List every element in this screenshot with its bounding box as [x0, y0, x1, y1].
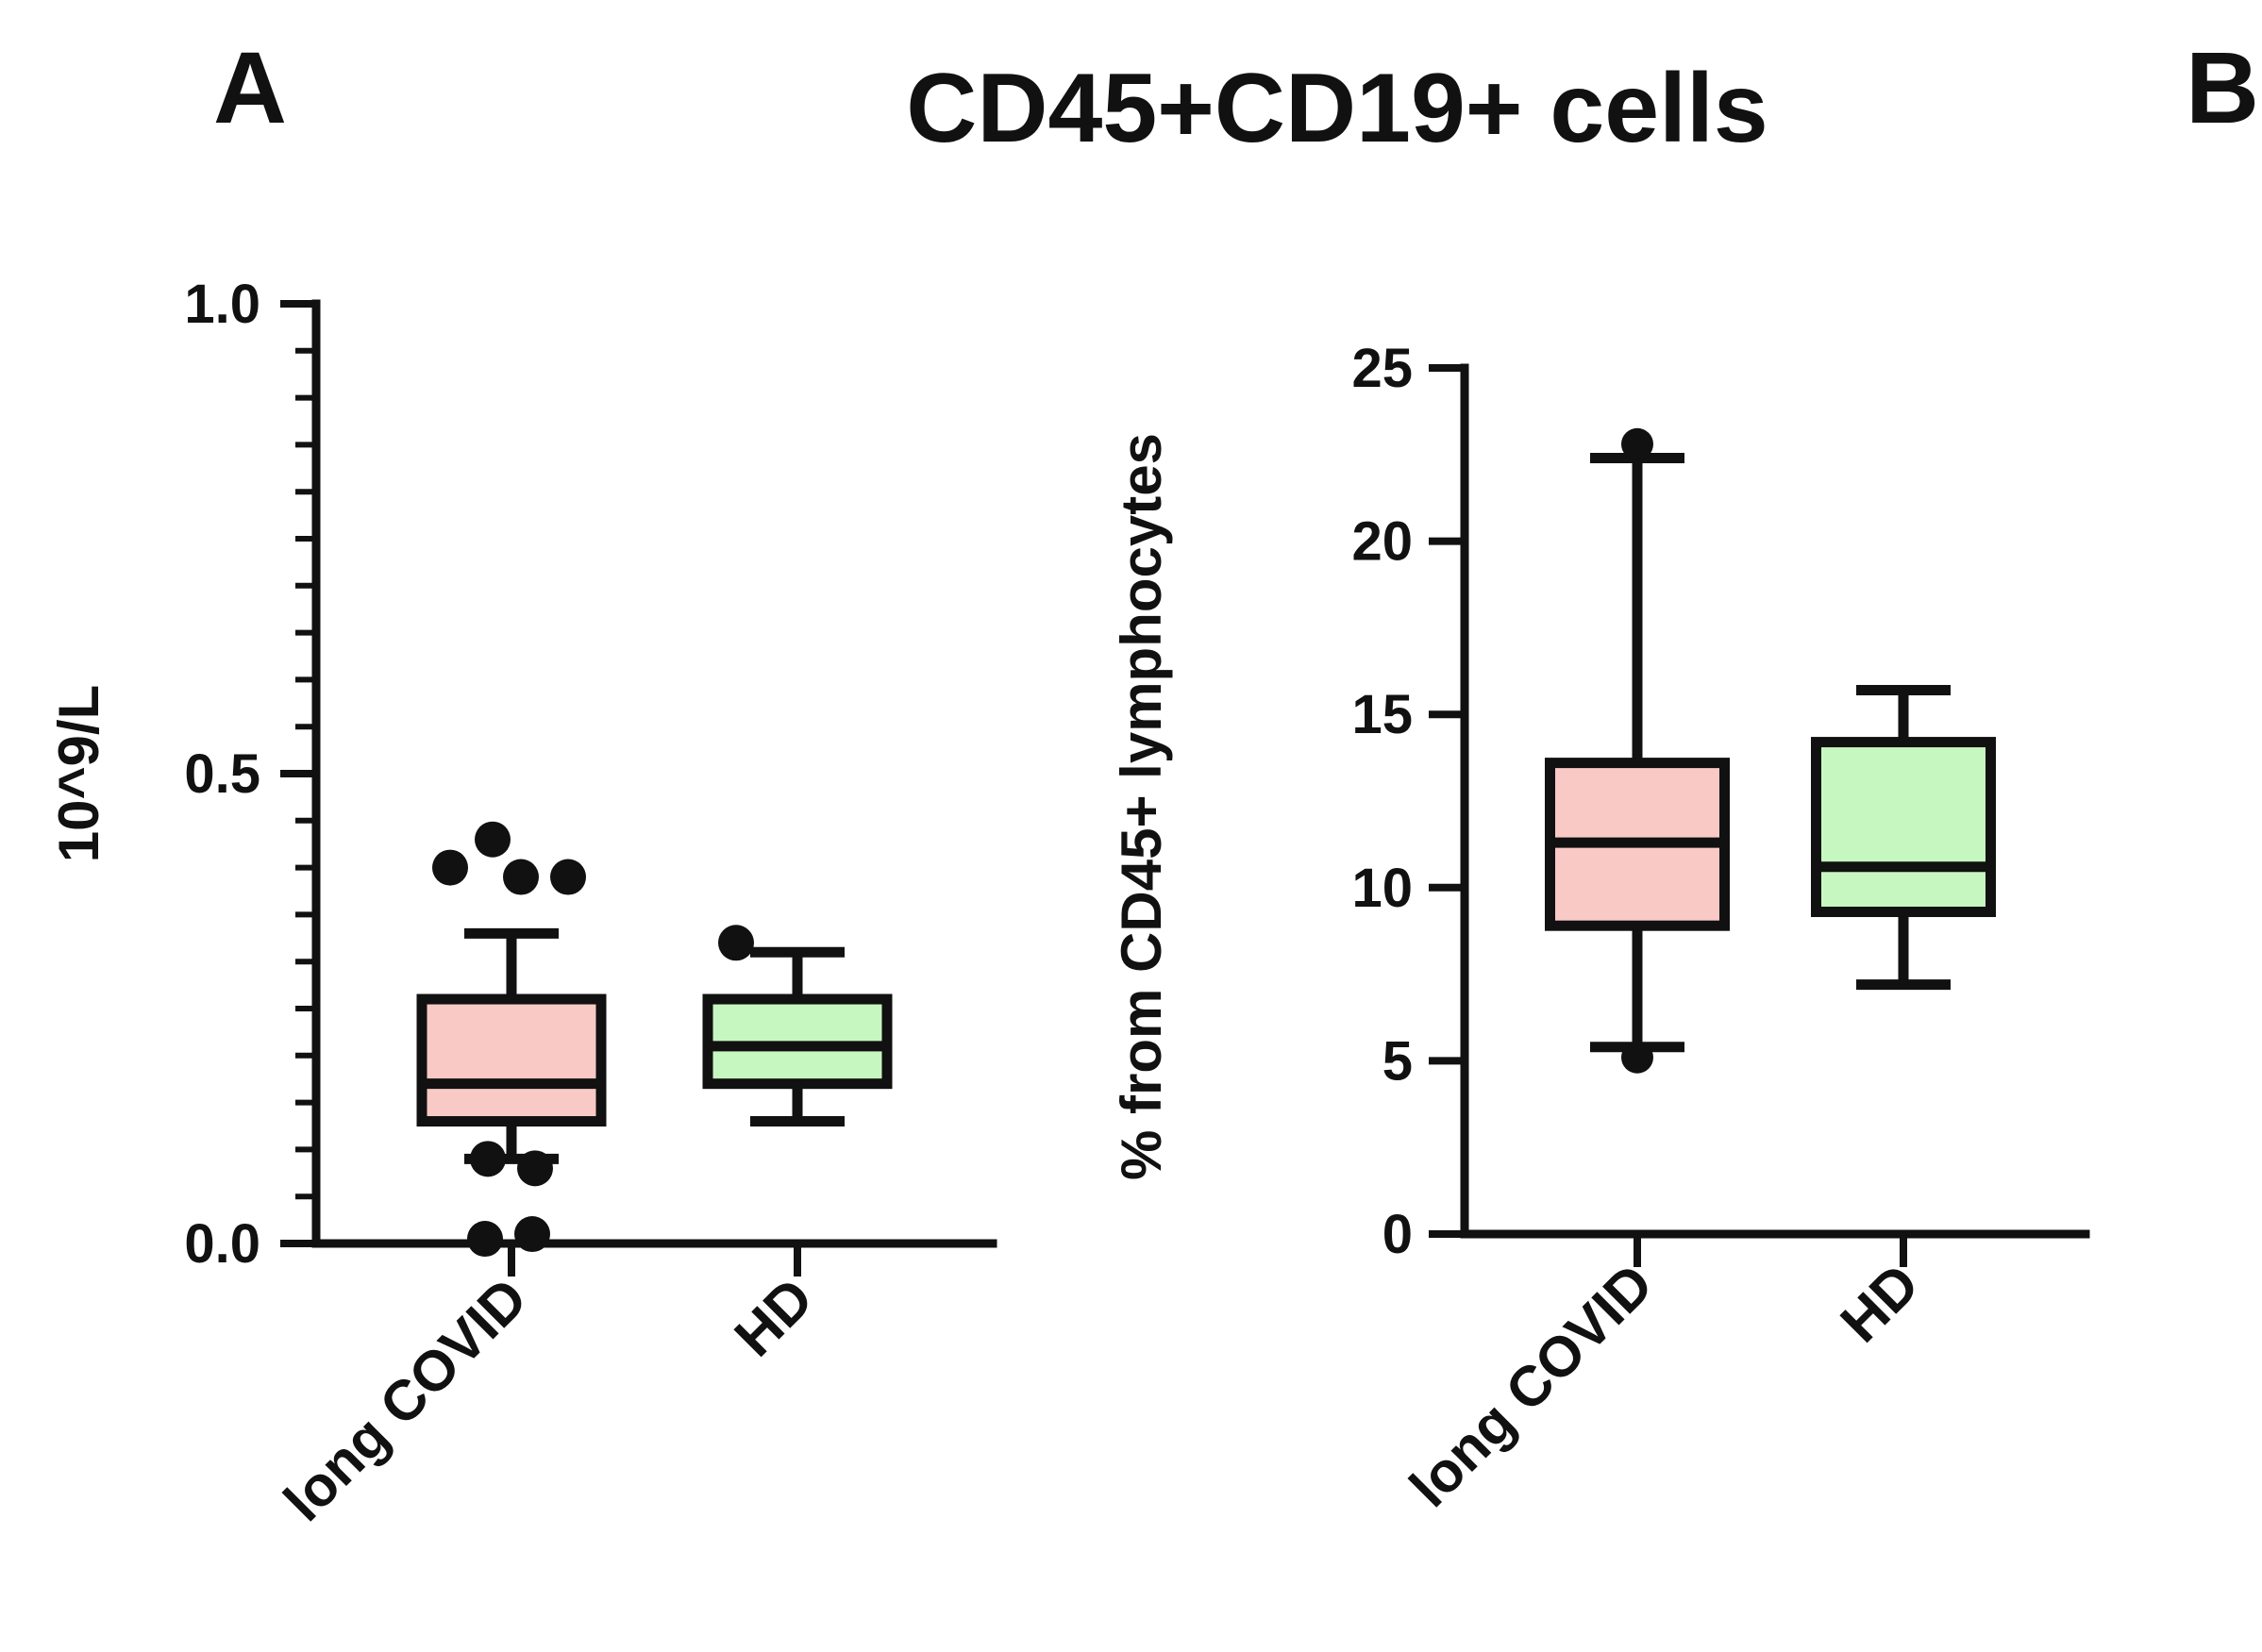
- panel-a-long-covid-outlier: [550, 859, 586, 895]
- panel-a-x-tick-label: HD: [723, 1266, 826, 1369]
- panel-a-long-covid-outlier: [467, 1221, 503, 1258]
- panel-b-y-tick-label: 25: [1351, 338, 1413, 399]
- panel-a-long-covid-outlier: [503, 859, 539, 895]
- panel-a-y-tick-label: 1.0: [184, 274, 260, 335]
- panel-b-marks: 0 5 10 15 20 25 long COVID HD: [1351, 338, 2090, 1519]
- panel-a-long-covid-outlier: [470, 1141, 506, 1177]
- panel-a-chart: 0.0 0.5 1.0 long COVID HD 10^9/L: [47, 274, 997, 1533]
- panel-a-hd-outlier: [718, 925, 754, 961]
- panel-b-label: B: [2186, 30, 2259, 144]
- panel-a-long-covid-outlier: [432, 849, 468, 886]
- panel-b-y-tick-label: 10: [1351, 858, 1413, 919]
- panel-b-hd-box: [1811, 737, 1996, 918]
- panel-b-y-tick-label: 15: [1351, 684, 1413, 745]
- panel-a-ylabel: 10^9/L: [47, 685, 110, 862]
- panel-a-long-covid-outlier: [514, 1216, 550, 1253]
- panel-a-long-covid-outlier: [517, 1150, 553, 1187]
- panel-b-x-tick-label: long COVID: [1398, 1252, 1665, 1519]
- panel-b-ylabel: % from CD45+ lymphocytes: [1110, 433, 1173, 1180]
- panel-a-x-tick-label: long COVID: [272, 1266, 539, 1533]
- panel-b-x-tick-label: HD: [1829, 1252, 1932, 1355]
- panel-a-long-covid-outlier: [475, 821, 511, 858]
- panel-b-long-covid-outlier: [1621, 427, 1653, 460]
- panel-a-y-tick-label: 0.0: [184, 1213, 260, 1275]
- figure-title: CD45+CD19+ cells: [906, 54, 1768, 163]
- panel-a-marks: 0.0 0.5 1.0 long COVID HD: [184, 274, 997, 1533]
- panel-a-long-covid-box: [416, 993, 607, 1127]
- panel-b-y-tick-label: 5: [1382, 1030, 1413, 1092]
- panel-b-long-covid-outlier: [1621, 1041, 1653, 1074]
- panel-b-y-tick-label: 0: [1382, 1204, 1413, 1265]
- panel-b-chart: 0 5 10 15 20 25 long COVID HD % from CD45+ lymp…: [1110, 338, 2090, 1519]
- panel-a-label: A: [213, 30, 287, 144]
- panel-b-y-tick-label: 20: [1351, 511, 1413, 573]
- panel-a-y-tick-label: 0.5: [184, 743, 260, 805]
